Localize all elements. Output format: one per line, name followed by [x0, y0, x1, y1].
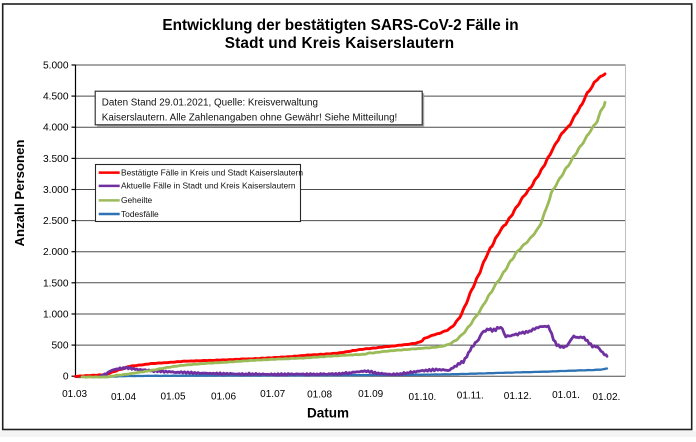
svg-text:01.07: 01.07 [260, 389, 285, 400]
svg-text:5.000: 5.000 [43, 61, 69, 72]
svg-text:01.11.: 01.11. [457, 391, 484, 402]
svg-text:2.500: 2.500 [43, 216, 69, 227]
svg-text:4.500: 4.500 [43, 92, 69, 103]
svg-text:1.500: 1.500 [43, 278, 69, 289]
svg-text:Kaiserslautern. Alle Zahlenang: Kaiserslautern. Alle Zahlenangaben ohne … [102, 112, 398, 123]
svg-text:3.000: 3.000 [43, 185, 69, 196]
svg-text:01.09: 01.09 [358, 389, 383, 400]
svg-text:0: 0 [63, 372, 69, 383]
svg-text:500: 500 [52, 341, 69, 352]
svg-text:Anzahl Personen: Anzahl Personen [12, 140, 27, 247]
svg-text:3.500: 3.500 [43, 154, 69, 165]
svg-text:Stadt und Kreis Kaiserslautern: Stadt und Kreis Kaiserslautern [225, 35, 455, 52]
svg-text:01.12.: 01.12. [504, 391, 532, 402]
svg-text:Datum: Datum [307, 406, 349, 421]
svg-text:Aktuelle Fälle in Stadt und Kr: Aktuelle Fälle in Stadt und Kreis Kaiser… [121, 181, 296, 191]
svg-text:Geheilte: Geheilte [121, 195, 153, 205]
svg-text:01.02.: 01.02. [592, 392, 620, 403]
svg-text:01.04: 01.04 [111, 392, 136, 403]
svg-text:Bestätigte Fälle in Kreis und: Bestätigte Fälle in Kreis und Stadt Kais… [121, 167, 303, 177]
svg-text:01.03: 01.03 [62, 389, 87, 400]
svg-text:Daten Stand 29.01.2021, Quelle: Daten Stand 29.01.2021, Quelle: Kreisver… [102, 97, 318, 108]
svg-text:01.05: 01.05 [160, 392, 185, 403]
svg-text:01.06: 01.06 [211, 392, 236, 403]
svg-text:01.08: 01.08 [307, 390, 332, 401]
svg-text:1.000: 1.000 [43, 310, 69, 321]
svg-text:01.01.: 01.01. [552, 390, 580, 401]
svg-text:Todesfälle: Todesfälle [121, 209, 159, 219]
svg-text:4.000: 4.000 [43, 123, 69, 134]
svg-text:2.000: 2.000 [43, 247, 69, 258]
svg-text:Entwicklung der bestätigten SA: Entwicklung der bestätigten SARS-CoV-2 F… [162, 17, 518, 34]
svg-text:01.10.: 01.10. [408, 392, 436, 403]
